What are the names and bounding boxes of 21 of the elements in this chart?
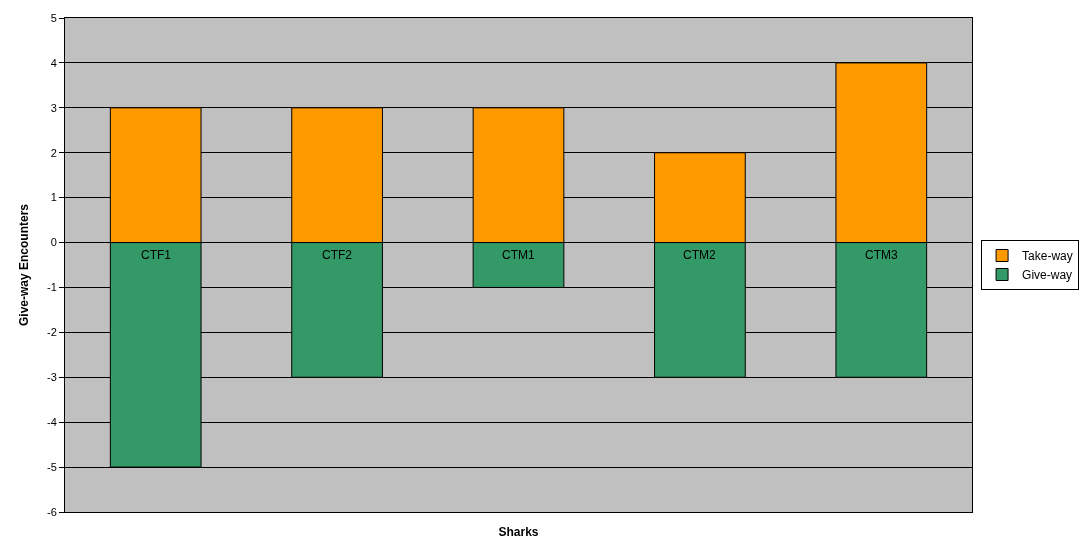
y-tick-label: -4 — [47, 416, 57, 429]
x-tick-label: CTF1 — [141, 248, 172, 262]
y-tick-label: -1 — [47, 281, 57, 294]
legend-label: Take-way — [1022, 249, 1073, 264]
x-axis-title: Sharks — [498, 524, 539, 539]
y-tick-label: 0 — [50, 236, 57, 249]
y-tick-label: 2 — [50, 146, 57, 159]
y-tick-label: -6 — [47, 505, 57, 518]
y-tick-label: -2 — [47, 326, 57, 339]
y-tick-label: 1 — [50, 191, 57, 204]
x-tick-label: CTM3 — [865, 248, 898, 262]
y-tick-label: -3 — [47, 371, 57, 384]
y-tick-label: 5 — [50, 11, 57, 24]
y-tick-label: 3 — [50, 101, 57, 114]
legend-label: Give-way — [1022, 268, 1073, 283]
x-tick-label: CTM1 — [502, 248, 535, 262]
x-tick-label: CTM2 — [683, 248, 716, 262]
x-tick-label: CTF2 — [322, 248, 353, 262]
y-axis-title: Give-way Encounters — [17, 203, 32, 327]
y-tick-label: -5 — [47, 460, 57, 473]
y-tick-label: 4 — [50, 56, 57, 69]
